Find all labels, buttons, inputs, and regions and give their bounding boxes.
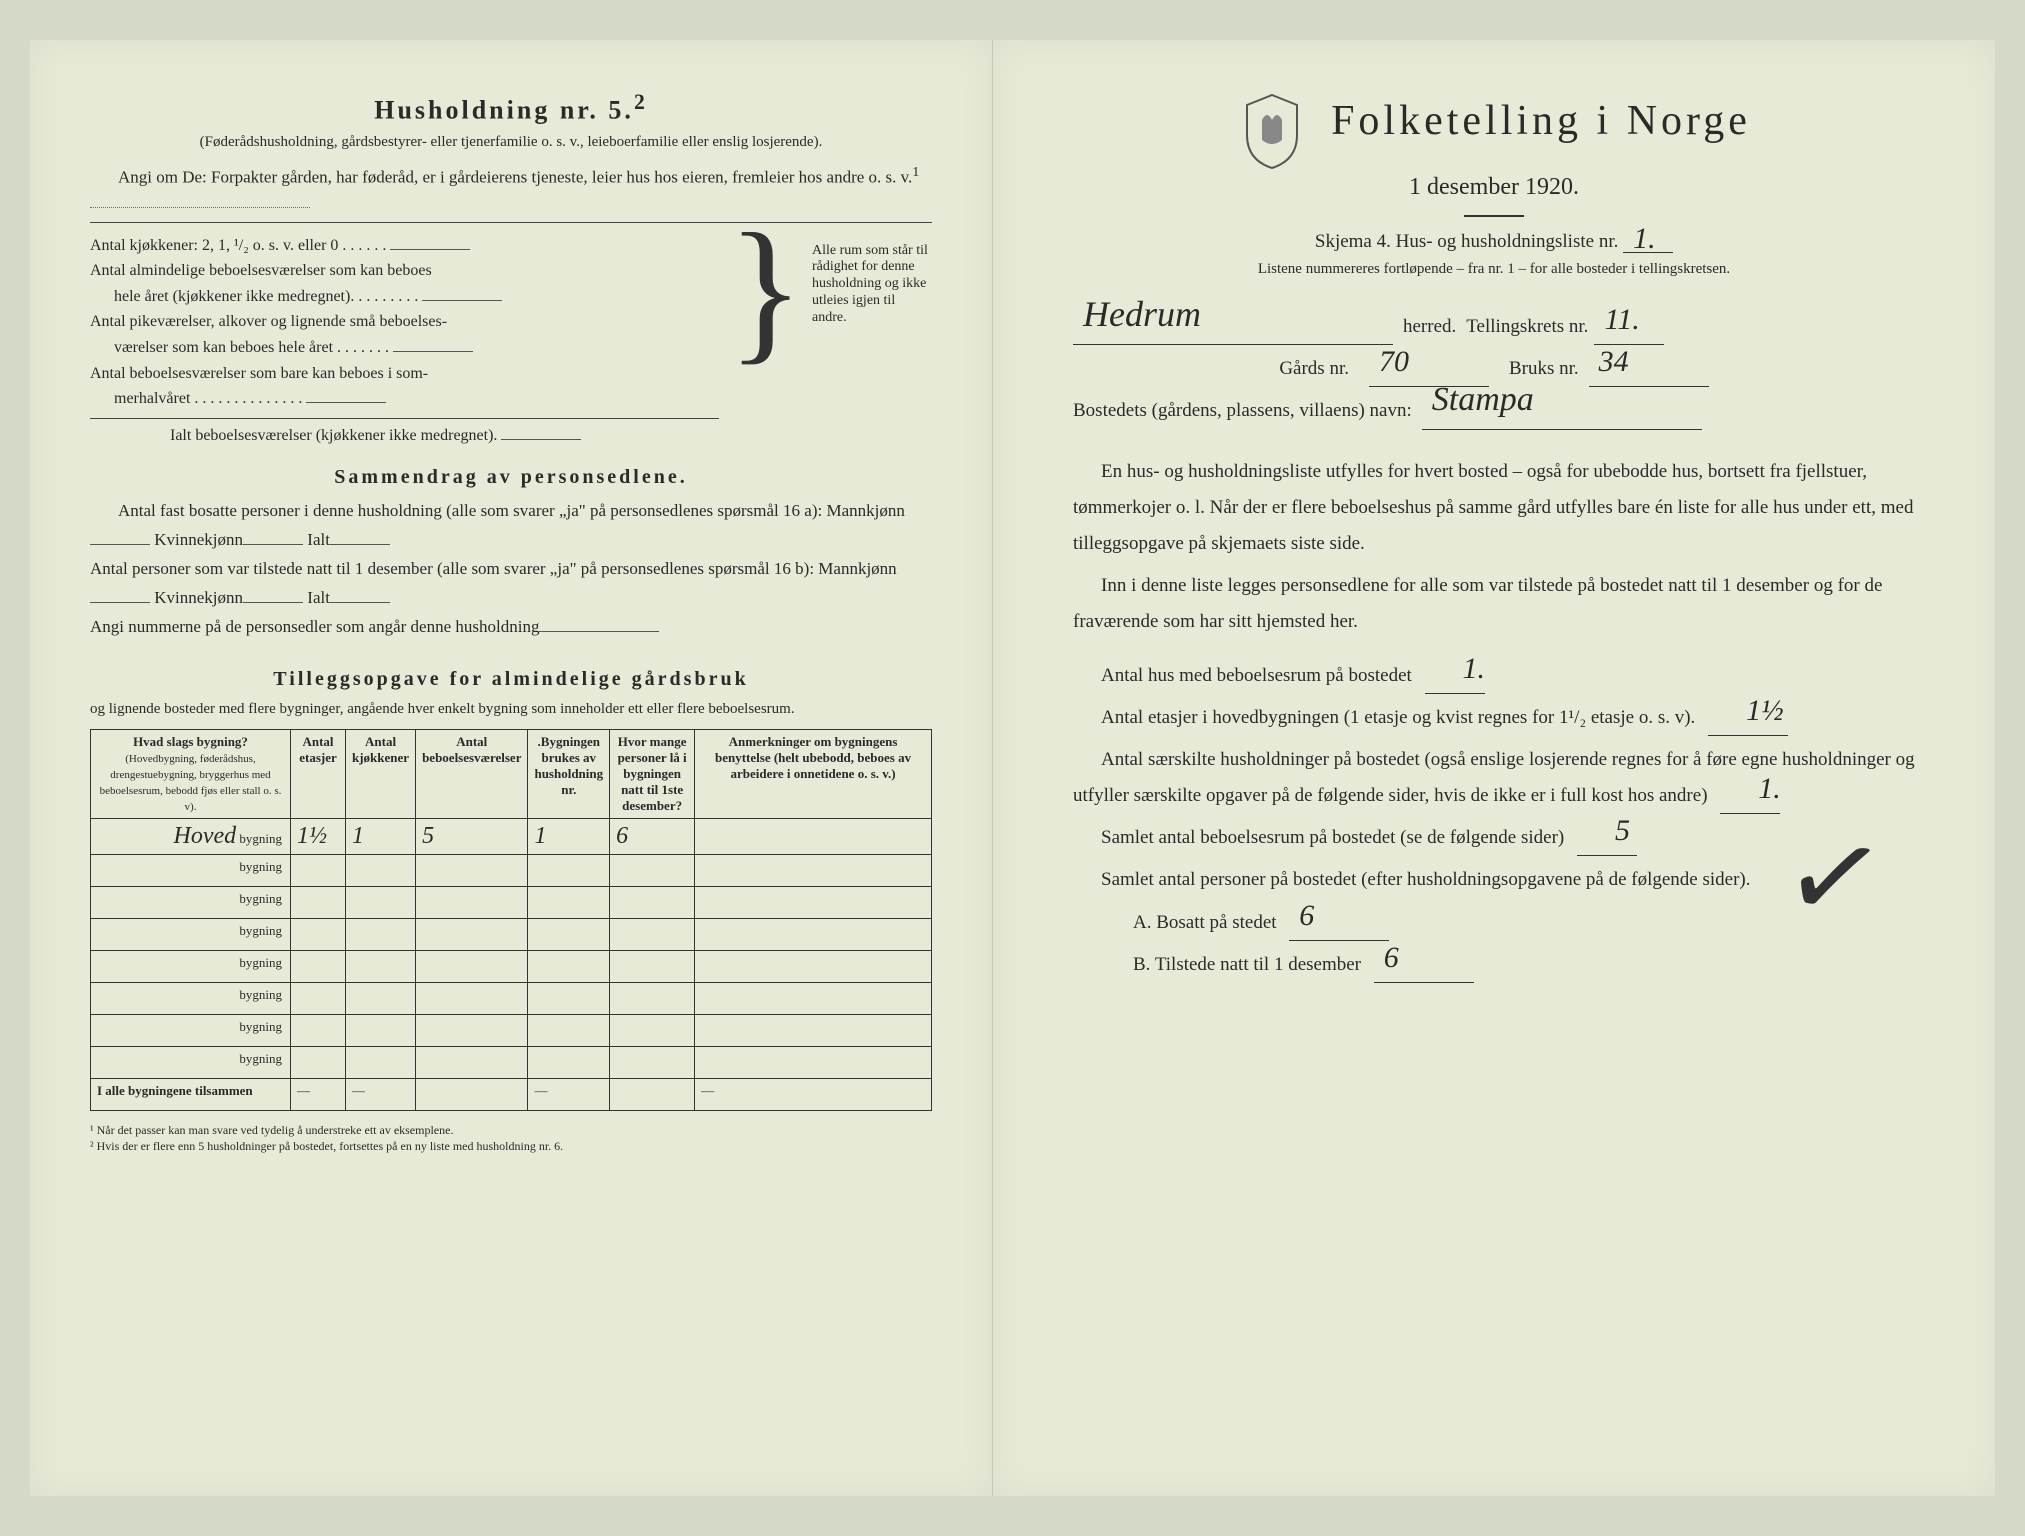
household-subtitle: (Føderådshusholdning, gårdsbestyrer- ell…: [90, 132, 932, 152]
left-page: Husholdning nr. 5.2 (Føderådshusholdning…: [30, 40, 993, 1496]
tillegg-sub: og lignende bosteder med flere bygninger…: [90, 699, 932, 719]
skjema-line: Skjema 4. Hus- og husholdningsliste nr. …: [1073, 231, 1915, 253]
listene-note: Listene nummereres fortløpende – fra nr.…: [1073, 259, 1915, 279]
page-title: Folketelling i Norge: [1331, 97, 1751, 145]
table-row: bygning: [91, 983, 932, 1015]
table-row: bygning: [91, 951, 932, 983]
summary-fields: Antal hus med beboelsesrum på bostedet 1…: [1073, 658, 1915, 983]
table-row: bygning: [91, 1047, 932, 1079]
page-subtitle: 1 desember 1920.: [1073, 174, 1915, 201]
table-header-row: Hvad slags bygning?(Hovedbygning, føderå…: [91, 730, 932, 819]
crest-icon: [1237, 90, 1307, 170]
angi-text: Angi om De: Forpakter gården, har føderå…: [90, 162, 932, 216]
sammen-block: Antal fast bosatte personer i denne hush…: [90, 497, 932, 641]
sammen-title: Sammendrag av personsedlene.: [90, 466, 932, 489]
table-row: Hoved bygning 1½ 1 5 1 6: [91, 819, 932, 855]
table-row: bygning: [91, 919, 932, 951]
rooms-block: Antal kjøkkener: 2, 1, ¹/₂ o. s. v. elle…: [90, 233, 932, 449]
table-row: bygning: [91, 855, 932, 887]
buildings-table: Hvad slags bygning?(Hovedbygning, føderå…: [90, 729, 932, 1111]
table-row: bygning: [91, 887, 932, 919]
table-footer-row: I alle bygningene tilsammen————: [91, 1079, 932, 1111]
tillegg-title: Tilleggsopgave for almindelige gårdsbruk: [90, 668, 932, 691]
header-fields: Hedrum herred. Tellingskrets nr. 11. Går…: [1073, 309, 1915, 429]
title-block: Folketelling i Norge 1 desember 1920. Sk…: [1073, 90, 1915, 279]
footnotes: ¹ Når det passer kan man svare ved tydel…: [90, 1123, 932, 1154]
right-page: Folketelling i Norge 1 desember 1920. Sk…: [993, 40, 1995, 1496]
household-title: Husholdning nr. 5.2: [90, 90, 932, 126]
table-row: bygning: [91, 1015, 932, 1047]
brace-note: Alle rum som står til rådighet for denne…: [812, 233, 932, 449]
body-paragraphs: En hus- og husholdningsliste utfylles fo…: [1073, 454, 1915, 640]
brace-icon: }: [727, 233, 804, 449]
